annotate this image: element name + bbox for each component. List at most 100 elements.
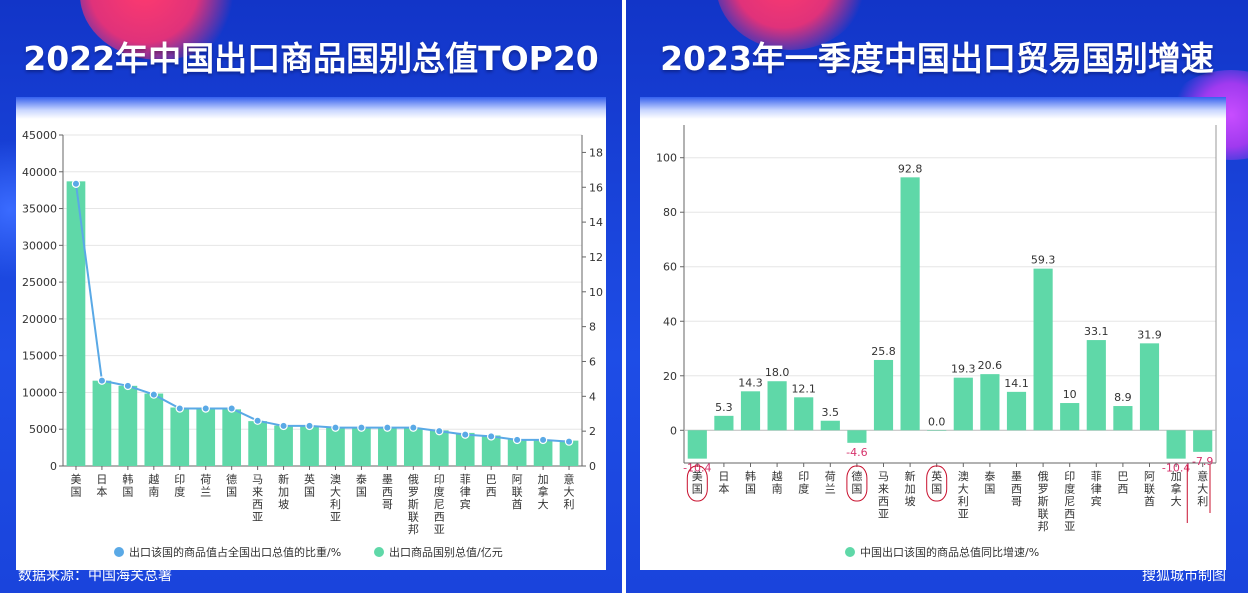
legend-marker-bar [374,547,384,557]
legend-label-bar: 出口商品国别总值/亿元 [389,545,503,559]
bar [1006,391,1027,431]
data-label: 18.0 [765,366,790,379]
left-y-tick-label: 10000 [22,386,57,399]
legend-marker-line [114,547,124,557]
data-label: -4.6 [846,446,867,459]
x-tick-label: 阿联酋 [512,473,523,511]
line-point [149,390,159,399]
line-point [486,432,496,441]
x-tick-label: 澳大利亚 [330,473,341,524]
data-label: 5.3 [715,401,733,414]
left-y-tick-label: 45000 [22,129,57,142]
data-label: 19.3 [951,363,976,376]
data-label: 3.5 [822,406,840,419]
left-y-tick-label: 25000 [22,276,57,289]
x-tick-label: 越南 [148,472,159,499]
x-tick-label: 德国 [851,469,862,496]
line-point [435,426,444,436]
legend-label: 中国出口该国的商品总值同比增速/% [860,545,1039,559]
bar [1113,406,1133,431]
bar [222,409,242,466]
line-point [227,404,236,413]
y-tick-label: 40 [663,315,677,328]
data-label: 12.1 [791,382,816,395]
bar [170,407,190,466]
x-tick-label: 澳大利亚 [958,470,969,521]
x-tick-label: 菲律宾 [460,473,471,511]
x-tick-label: 日本 [718,470,729,496]
bar [820,420,840,431]
data-label: 14.3 [738,376,763,389]
data-label: 0.0 [928,415,946,428]
line-point [305,421,314,431]
right-y-tick-label: 14 [589,216,603,229]
bar [274,425,293,466]
line-point [279,421,288,431]
data-label: 20.6 [978,359,1003,372]
x-tick-label: 墨西哥 [382,473,393,511]
right-y-tick-label: 18 [589,146,603,159]
bar [533,439,553,466]
right-chart-card: 0 20 40 60 80 100 -10.4 美国 5.3 日本 14.3 韩国 18.0 越南 12.1… [640,97,1226,570]
bar [144,393,164,466]
data-label: 33.1 [1084,325,1109,338]
credit-note: 搜狐城市制图 [1142,568,1226,584]
x-tick-label: 英国 [304,472,315,499]
line-point [331,423,340,432]
x-tick-label: 印度尼西亚 [1064,470,1075,533]
x-tick-label: 墨西哥 [1011,470,1022,508]
panel-divider [622,0,626,593]
right-chart-svg: 020406080100-10.4美国5.3日本14.3韩国18.0越南12.1… [656,125,1217,559]
left-y-tick-label: 15000 [22,350,57,363]
x-tick-label: 意大利 [1197,469,1208,508]
x-tick-label: 美国 [70,473,81,499]
right-y-tick-label: 4 [589,390,596,403]
right-panel: 2023年一季度中国出口贸易国别增速 0 20 40 60 80 100 -10.4 美国 5.… [626,0,1248,593]
x-tick-label: 马来西亚 [878,470,889,521]
line-point [538,435,548,445]
data-label: 25.8 [871,345,896,358]
circle-annotation [846,465,868,502]
bar [1086,340,1106,431]
x-tick-label: 越南 [772,469,783,496]
x-tick-label: 意大利 [564,472,575,511]
bar [1060,403,1080,431]
circle-annotation [686,465,708,502]
left-y-tick-label: 0 [50,460,57,473]
card-header-band [16,97,606,119]
share-line [74,183,570,443]
bar [1166,430,1186,459]
bar [92,380,112,466]
left-y-tick-label: 40000 [22,166,57,179]
y-tick-label: 0 [670,424,677,437]
y-tick-label: 60 [663,261,677,274]
x-tick-label: 加拿大 [538,473,549,511]
data-label: -10.4 [1162,462,1190,475]
circle-annotation [926,465,948,502]
line-point [564,437,574,446]
legend-marker [845,547,855,557]
x-tick-label: 新加坡 [278,472,289,511]
bar [794,397,814,431]
bar [714,415,734,431]
x-tick-label: 新加坡 [905,469,916,508]
data-label: -10.4 [683,462,711,475]
line-point [71,179,81,188]
x-tick-label: 美国 [692,470,703,496]
source-note: 数据来源：中国海关总署 [18,568,172,584]
x-tick-label: 泰国 [984,469,995,496]
left-y-tick-label: 30000 [22,239,57,252]
right-chart-title: 2023年一季度中国出口贸易国别增速 [660,39,1214,78]
left-chart-svg: 0 5000 10000 15000 20000 25000 30000 35000 40000… [22,129,603,559]
right-y-tick-label: 6 [589,355,596,368]
x-tick-label: 韩国 [122,472,133,499]
bar [740,391,761,431]
x-tick-label: 韩国 [745,469,756,496]
bar [196,407,216,466]
data-label: 31.9 [1137,328,1162,341]
bar [847,430,867,443]
x-tick-label: 德国 [226,472,237,499]
left-y-tick-label: 35000 [22,203,57,216]
x-tick-label: 加拿大 [1171,470,1182,508]
line-point [512,435,522,445]
